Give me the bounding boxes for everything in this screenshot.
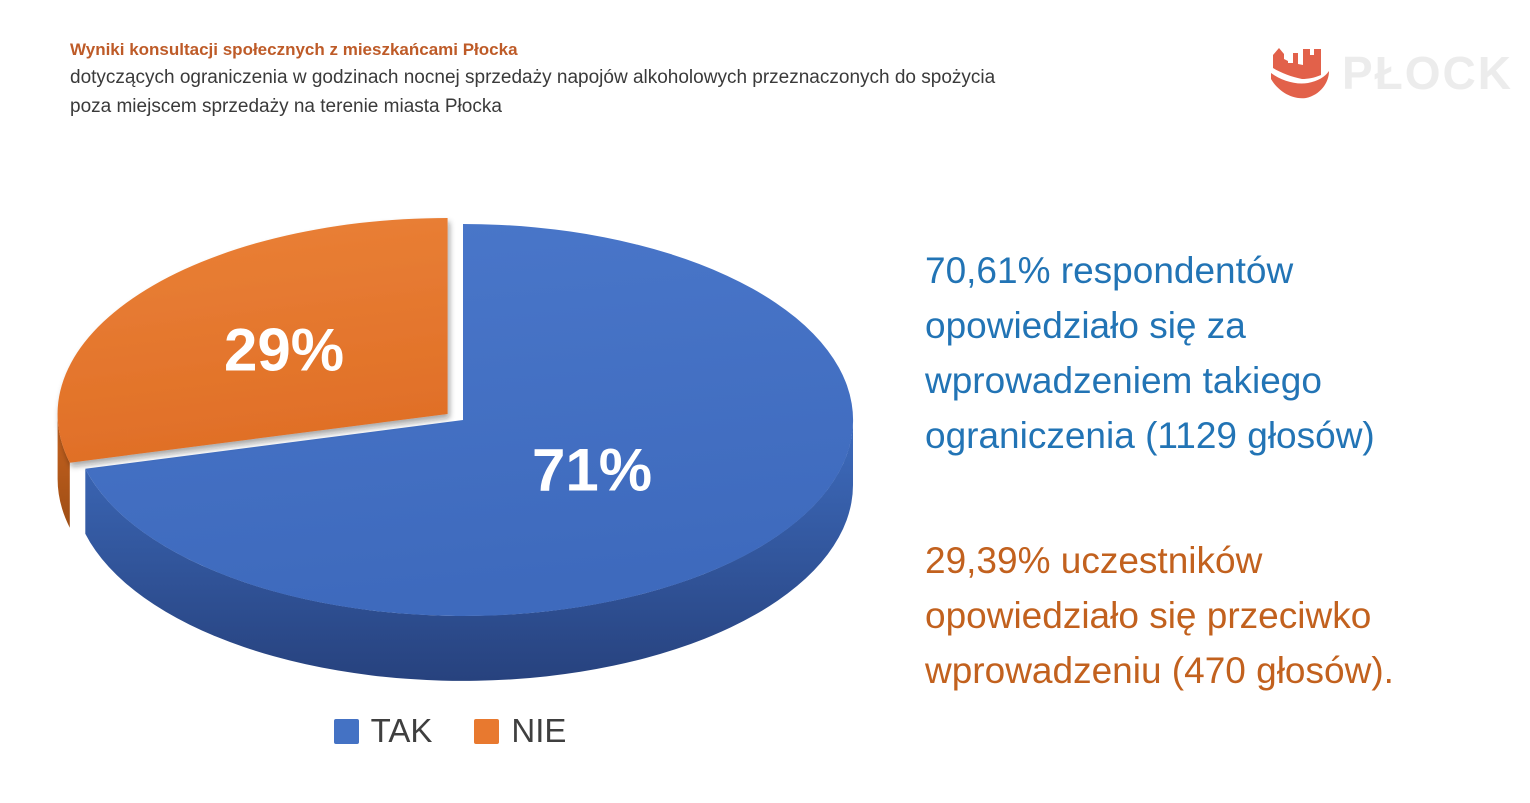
- tak-swatch-icon: [333, 718, 359, 744]
- plock-logo: PŁOCK: [1268, 44, 1513, 102]
- castle-wave-icon: [1271, 48, 1329, 99]
- chart-legend: TAK NIE: [0, 712, 900, 750]
- pie-slice-tak: [85, 224, 854, 616]
- legend-label-nie: NIE: [511, 712, 567, 749]
- header: Wyniki konsultacji społecznych z mieszka…: [70, 36, 995, 121]
- pie-3d: 71% 29%: [57, 217, 854, 681]
- no-result-text: 29,39% uczestników opowiedziało się prze…: [925, 540, 1394, 691]
- pie-slice-nie: [57, 217, 448, 463]
- castle-shape: [1273, 48, 1321, 79]
- page-title: Wyniki konsultacji społecznych z mieszka…: [70, 40, 518, 59]
- nie-swatch-icon: [474, 718, 500, 744]
- legend-item-nie: NIE: [474, 712, 566, 750]
- pie-value-label-nie: 29%: [224, 317, 344, 384]
- result-notes: 70,61% respondentów opowiedziało się za …: [925, 243, 1485, 698]
- logo-wordmark: PŁOCK: [1342, 47, 1513, 99]
- pie-wall-tak: [85, 420, 854, 681]
- wave-shape: [1271, 71, 1329, 99]
- pie-wall-nie: [57, 414, 70, 528]
- pie-value-label-tak: 71%: [532, 437, 652, 504]
- page-subtitle-line-2: poza miejscem sprzedaży na terenie miast…: [70, 96, 502, 117]
- legend-label-tak: TAK: [370, 712, 433, 749]
- pie-chart: 71% 29%: [0, 170, 900, 770]
- legend-item-tak: TAK: [333, 712, 433, 750]
- yes-result-text: 70,61% respondentów opowiedziało się za …: [925, 250, 1375, 456]
- page-subtitle-line-1: dotyczących ograniczenia w godzinach noc…: [70, 67, 996, 88]
